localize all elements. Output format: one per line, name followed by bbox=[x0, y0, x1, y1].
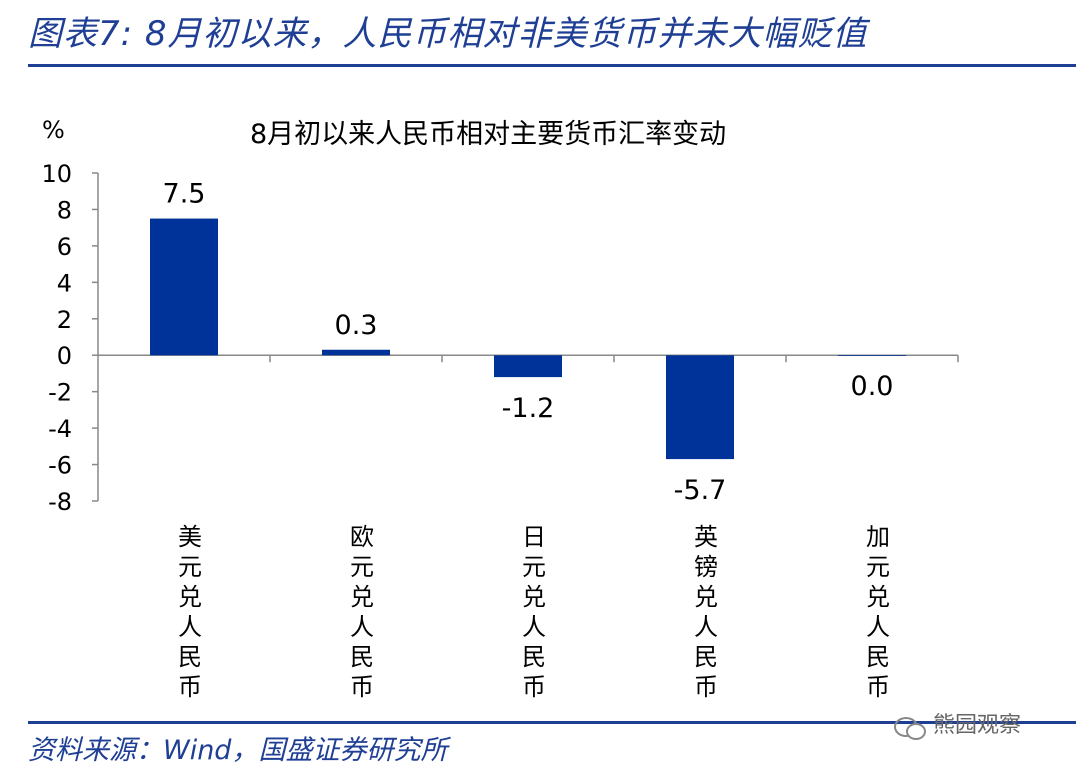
watermark-text: 熊园观察 bbox=[933, 713, 1022, 738]
y-tick-label: 8 bbox=[57, 196, 72, 224]
data-label: 0.0 bbox=[851, 371, 894, 402]
category-label: 英镑兑人民币 bbox=[694, 523, 718, 701]
chart-title: 8月初以来人民币相对主要货币汇率变动 bbox=[250, 119, 727, 150]
bar bbox=[322, 349, 390, 356]
y-tick-label: -8 bbox=[48, 488, 72, 516]
source-note: 资料来源：Wind，国盛证券研究所 bbox=[28, 735, 448, 766]
wechat-icon bbox=[892, 714, 926, 740]
category-label: 日元兑人民币 bbox=[522, 523, 546, 701]
header: 图表7: 8月初以来，人民币相对非美货币并未大幅贬值 bbox=[0, 0, 1080, 70]
category-label: 美元兑人民币 bbox=[178, 523, 202, 701]
category-label: 欧元兑人民币 bbox=[350, 523, 374, 701]
y-tick-label: -6 bbox=[48, 452, 72, 480]
top-rule bbox=[28, 64, 1076, 67]
y-tick-label: 0 bbox=[57, 342, 72, 370]
data-label: 7.5 bbox=[163, 179, 206, 210]
figure-title: 图表7: 8月初以来，人民币相对非美货币并未大幅贬值 bbox=[28, 14, 868, 54]
y-tick-label: -4 bbox=[48, 415, 72, 443]
bar bbox=[838, 355, 906, 357]
y-axis-unit: % bbox=[42, 116, 65, 144]
y-tick-label: 2 bbox=[57, 306, 72, 334]
bar bbox=[666, 355, 734, 460]
y-tick-label: 4 bbox=[57, 269, 72, 297]
watermark: 熊园观察 bbox=[892, 707, 1022, 740]
y-tick-label: -2 bbox=[48, 379, 72, 407]
bar bbox=[150, 218, 218, 356]
y-tick-label: 6 bbox=[57, 233, 72, 261]
data-label: -5.7 bbox=[674, 475, 727, 506]
bottom-rule bbox=[28, 721, 1076, 724]
bar bbox=[494, 355, 562, 378]
y-tick-label: 10 bbox=[41, 160, 72, 188]
bar-chart: 10 8 6 4 2 0 -2 -4 -6 -8 7.5 美元兑人民币 0.3 欧元兑人民币 -1.2 日元兑… bbox=[41, 160, 959, 701]
category-label: 加元兑人民币 bbox=[866, 523, 890, 701]
data-label: -1.2 bbox=[502, 393, 555, 424]
data-label: 0.3 bbox=[335, 310, 378, 341]
